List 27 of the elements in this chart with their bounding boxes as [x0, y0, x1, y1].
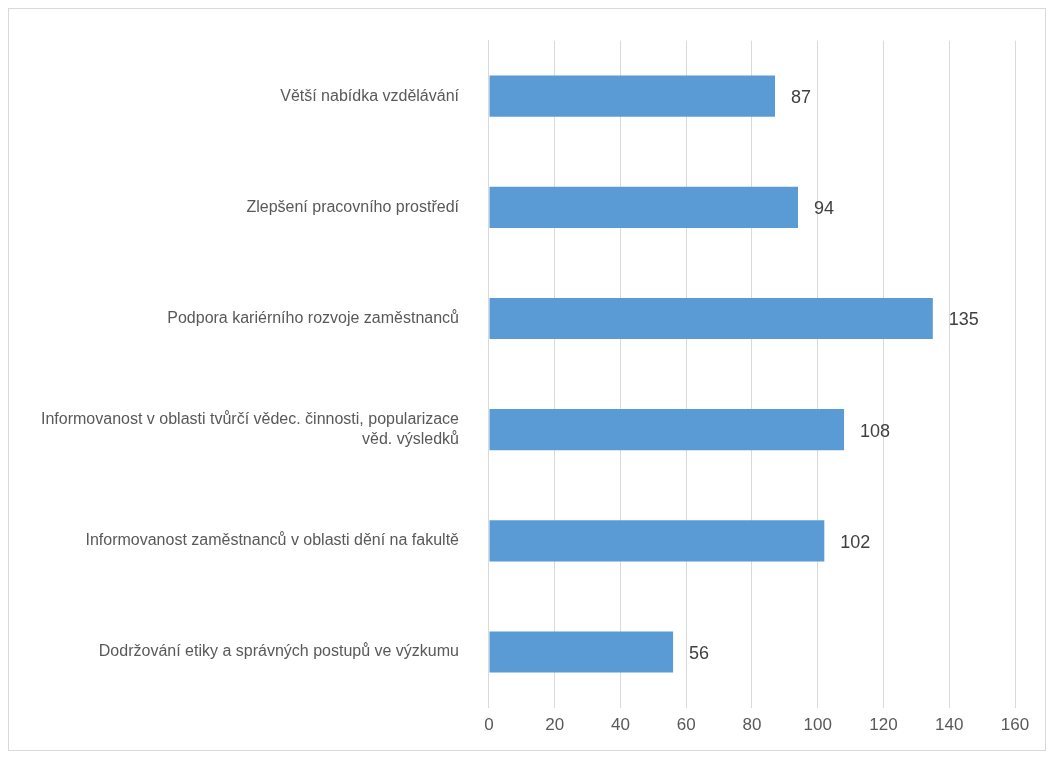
- x-tick-label: 160: [1000, 715, 1030, 735]
- data-label: 87: [791, 87, 812, 108]
- x-tick-label: 40: [611, 715, 630, 735]
- data-label: 94: [814, 198, 835, 219]
- bar: [489, 631, 674, 673]
- x-tick-label: 140: [935, 715, 964, 735]
- y-tick-label: Zlepšení pracovního prostředí: [246, 197, 460, 215]
- y-tick-label: Informovanost zaměstnanců v oblasti dění na fakultě: [85, 531, 460, 549]
- y-tick-label: Dodržování etiky a správných postupů ve výzkumu: [98, 642, 459, 660]
- bar: [489, 186, 799, 228]
- x-tick-label: 100: [803, 715, 832, 735]
- y-tick-label: Podpora kariérního rozvoje zaměstnanců: [167, 308, 459, 326]
- data-label: 56: [689, 642, 710, 663]
- data-label: 135: [948, 309, 979, 330]
- bar: [489, 409, 845, 451]
- data-label: 102: [840, 531, 871, 552]
- data-label: 108: [860, 420, 891, 441]
- y-tick-label: Informovanost v oblasti tvůrčí vědec. činnosti, popularizace věd. výsledků: [41, 410, 460, 447]
- x-tick-label: 20: [545, 715, 565, 735]
- bar: [489, 520, 825, 562]
- bar: [489, 297, 933, 340]
- x-tick-label: 60: [676, 715, 696, 735]
- x-tick-label: 120: [869, 715, 898, 735]
- x-tick-label: 0: [484, 715, 494, 735]
- x-tick-label: 80: [742, 715, 762, 735]
- y-tick-label: Větší nabídka vzdělávání: [280, 86, 460, 104]
- bar: [489, 75, 776, 117]
